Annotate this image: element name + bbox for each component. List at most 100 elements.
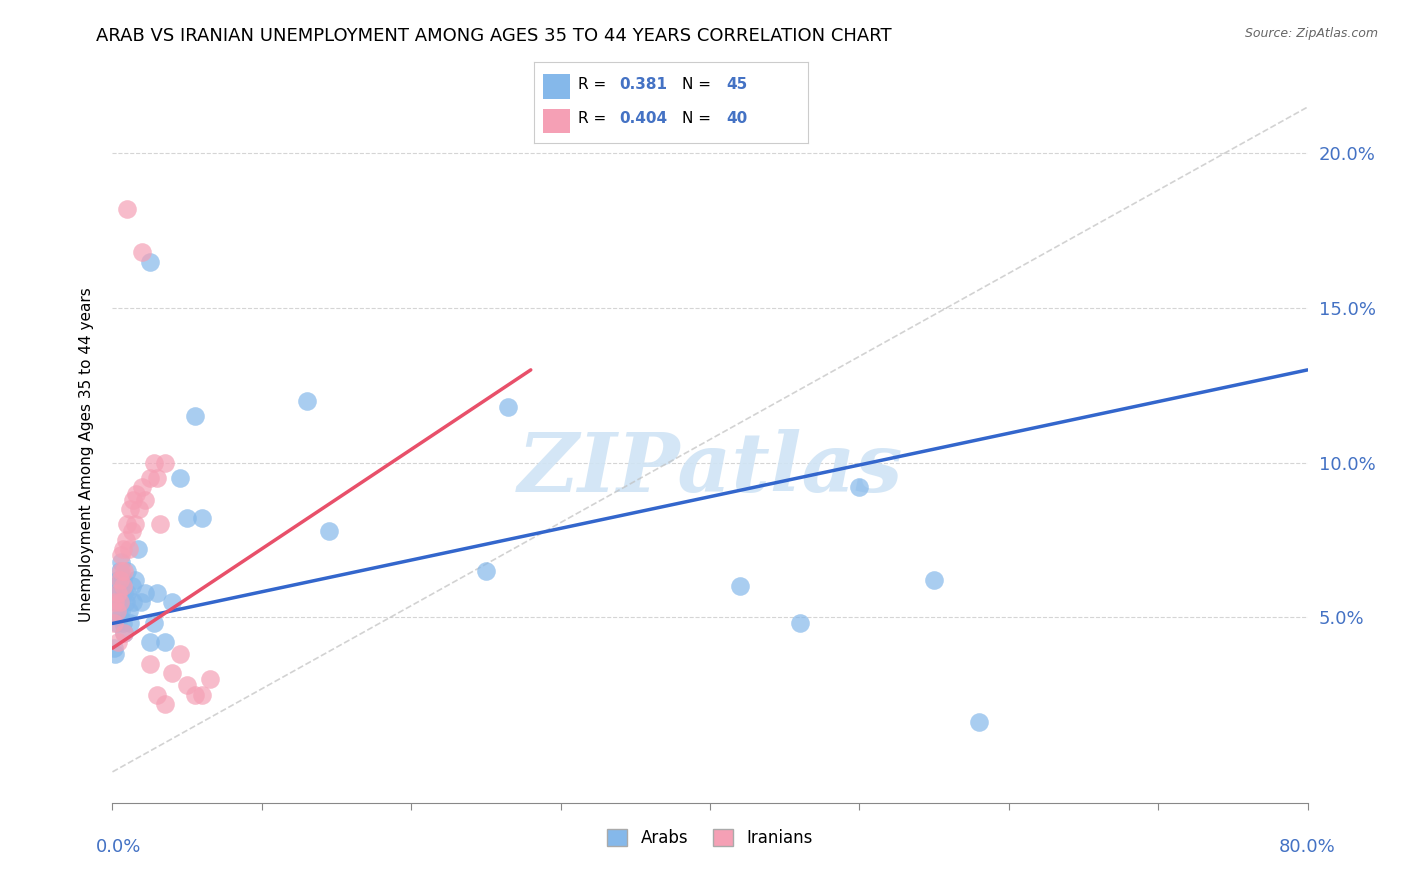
Point bbox=[176, 678, 198, 692]
Point bbox=[922, 573, 945, 587]
Point bbox=[107, 585, 129, 599]
Point bbox=[108, 610, 131, 624]
Point bbox=[117, 202, 139, 216]
Point bbox=[176, 511, 198, 525]
Point bbox=[114, 625, 135, 640]
Point bbox=[134, 492, 156, 507]
Point bbox=[124, 517, 146, 532]
Point bbox=[162, 595, 183, 609]
Point bbox=[191, 688, 214, 702]
Point bbox=[120, 502, 142, 516]
Text: Source: ZipAtlas.com: Source: ZipAtlas.com bbox=[1244, 27, 1378, 40]
Point bbox=[104, 595, 127, 609]
Text: 0.0%: 0.0% bbox=[96, 838, 141, 856]
Point bbox=[318, 524, 340, 538]
Point bbox=[114, 625, 135, 640]
Point bbox=[110, 604, 132, 618]
Point bbox=[191, 511, 214, 525]
Point bbox=[110, 564, 132, 578]
Text: 0.404: 0.404 bbox=[619, 112, 668, 126]
Point bbox=[107, 573, 129, 587]
Point bbox=[127, 542, 149, 557]
Point bbox=[103, 589, 125, 603]
Point bbox=[198, 672, 221, 686]
Point bbox=[114, 564, 135, 578]
Point bbox=[105, 595, 128, 609]
Point bbox=[111, 579, 134, 593]
Point bbox=[107, 635, 129, 649]
Point bbox=[153, 635, 176, 649]
Point bbox=[728, 579, 751, 593]
Point bbox=[111, 573, 134, 587]
Point bbox=[131, 480, 153, 494]
Point bbox=[108, 595, 131, 609]
Point bbox=[121, 579, 143, 593]
Text: R =: R = bbox=[578, 78, 612, 93]
Point bbox=[146, 585, 169, 599]
Point bbox=[169, 471, 191, 485]
Point bbox=[105, 604, 128, 618]
Point bbox=[139, 657, 162, 671]
Point bbox=[848, 480, 870, 494]
Point bbox=[110, 549, 132, 563]
Point bbox=[120, 616, 142, 631]
Text: 45: 45 bbox=[725, 78, 748, 93]
Point bbox=[475, 564, 498, 578]
Text: ARAB VS IRANIAN UNEMPLOYMENT AMONG AGES 35 TO 44 YEARS CORRELATION CHART: ARAB VS IRANIAN UNEMPLOYMENT AMONG AGES … bbox=[96, 27, 891, 45]
Point bbox=[114, 585, 135, 599]
Point bbox=[124, 573, 146, 587]
Point bbox=[122, 595, 145, 609]
Text: N =: N = bbox=[682, 112, 716, 126]
Point bbox=[143, 616, 166, 631]
Point bbox=[162, 665, 183, 680]
Point bbox=[183, 409, 205, 424]
Point bbox=[143, 456, 166, 470]
Point bbox=[105, 616, 128, 631]
Text: 80.0%: 80.0% bbox=[1279, 838, 1336, 856]
Point bbox=[108, 573, 131, 587]
Text: N =: N = bbox=[682, 78, 716, 93]
Point bbox=[146, 471, 169, 485]
Point bbox=[118, 542, 141, 557]
Point bbox=[110, 555, 132, 569]
FancyBboxPatch shape bbox=[543, 75, 569, 99]
Point bbox=[103, 641, 125, 656]
Point bbox=[139, 635, 162, 649]
Point bbox=[139, 254, 162, 268]
Point bbox=[104, 579, 127, 593]
Point bbox=[108, 564, 131, 578]
Point bbox=[789, 616, 811, 631]
Point bbox=[103, 616, 125, 631]
Point bbox=[131, 245, 153, 260]
FancyBboxPatch shape bbox=[543, 109, 569, 133]
Point bbox=[967, 715, 990, 730]
Point bbox=[115, 595, 138, 609]
Point bbox=[128, 502, 150, 516]
Point bbox=[169, 648, 191, 662]
Point bbox=[295, 393, 318, 408]
Point bbox=[146, 688, 169, 702]
Point bbox=[117, 517, 139, 532]
Text: ZIPatlas: ZIPatlas bbox=[517, 429, 903, 508]
Point bbox=[118, 604, 141, 618]
Legend: Arabs, Iranians: Arabs, Iranians bbox=[600, 822, 820, 854]
Point bbox=[134, 585, 156, 599]
Point bbox=[117, 585, 139, 599]
Text: 0.381: 0.381 bbox=[619, 78, 668, 93]
Point bbox=[111, 616, 134, 631]
Point bbox=[115, 533, 138, 547]
Y-axis label: Unemployment Among Ages 35 to 44 years: Unemployment Among Ages 35 to 44 years bbox=[79, 287, 94, 623]
Point bbox=[139, 471, 162, 485]
Point bbox=[125, 486, 148, 500]
Point bbox=[111, 542, 134, 557]
Point bbox=[153, 697, 176, 711]
Point bbox=[183, 688, 205, 702]
Point bbox=[153, 456, 176, 470]
Text: 40: 40 bbox=[725, 112, 748, 126]
Point bbox=[498, 400, 520, 414]
Point bbox=[129, 595, 152, 609]
Text: R =: R = bbox=[578, 112, 612, 126]
Point bbox=[122, 492, 145, 507]
Point bbox=[121, 524, 143, 538]
Point bbox=[104, 648, 127, 662]
